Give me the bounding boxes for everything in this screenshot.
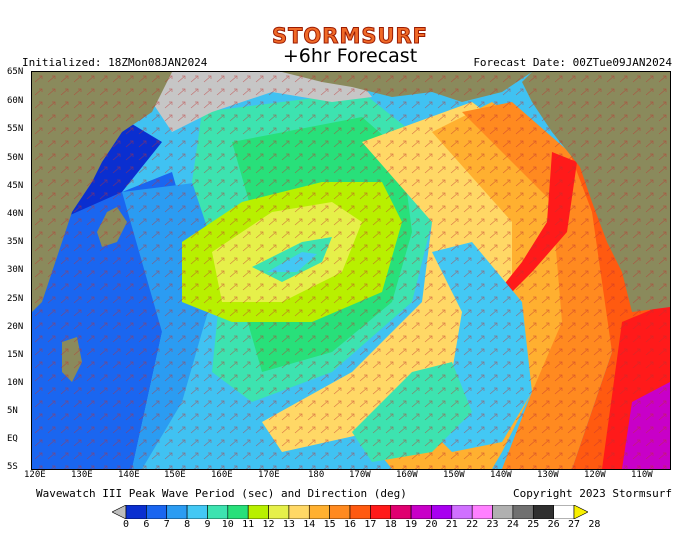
legend-swatch <box>288 505 310 519</box>
legend-tick-label: 28 <box>588 519 601 530</box>
legend-tick-label: 12 <box>262 519 275 530</box>
lon-label: 140W <box>490 470 512 480</box>
legend-swatch <box>573 505 588 519</box>
lon-label: 120W <box>584 470 606 480</box>
lon-label: 110W <box>631 470 653 480</box>
legend-tick-label: 13 <box>282 519 295 530</box>
map-frame <box>31 71 671 470</box>
legend-swatch <box>370 505 392 519</box>
legend-swatch <box>390 505 412 519</box>
legend-tick-label: 23 <box>486 519 499 530</box>
lat-label: 10N <box>7 378 24 388</box>
legend-swatch <box>186 505 208 519</box>
legend-swatch <box>553 505 575 519</box>
legend-tick-label: 25 <box>527 519 540 530</box>
legend-swatch <box>308 505 330 519</box>
legend-swatch <box>349 505 371 519</box>
legend-swatch <box>112 505 127 519</box>
lon-label: 150W <box>443 470 465 480</box>
legend-tick-label: 27 <box>567 519 581 530</box>
lat-label: 40N <box>7 209 24 219</box>
lat-label: 45N <box>7 181 24 191</box>
lat-label: 15N <box>7 350 24 360</box>
lat-label: 5S <box>7 462 18 472</box>
legend-tick-label: 24 <box>506 519 519 530</box>
legend-tick-label: 22 <box>466 519 479 530</box>
lat-label: 35N <box>7 237 24 247</box>
legend-swatch <box>431 505 453 519</box>
legend-swatch <box>207 505 229 519</box>
direction-arrows <box>32 72 670 469</box>
lat-label: 30N <box>7 265 24 275</box>
legend-tick-label: 16 <box>343 519 357 530</box>
legend-swatch <box>247 505 269 519</box>
legend-tick-label: 10 <box>221 519 234 530</box>
legend-tick-label: 9 <box>204 519 211 530</box>
lon-label: 130W <box>537 470 559 480</box>
forecast-date: Forecast Date: 00ZTue09JAN2024 <box>473 56 672 69</box>
lat-label: 55N <box>7 124 24 134</box>
lon-label: 140E <box>118 470 140 480</box>
legend-tick-label: 11 <box>242 519 255 530</box>
map-caption: Wavewatch III Peak Wave Period (sec) and… <box>36 487 407 500</box>
legend-tick-label: 19 <box>405 519 418 530</box>
lon-label: 170W <box>349 470 371 480</box>
lat-label: 65N <box>7 67 24 77</box>
legend-swatch <box>451 505 473 519</box>
legend-swatch <box>512 505 534 519</box>
legend-swatch <box>329 505 351 519</box>
legend-swatch <box>492 505 514 519</box>
legend-tick-label: 17 <box>364 519 377 530</box>
legend-tick-label: 0 <box>122 519 130 530</box>
lon-label: 160W <box>396 470 418 480</box>
color-legend-bar <box>112 505 588 519</box>
legend-swatch <box>471 505 493 519</box>
legend-tick-label: 21 <box>445 519 458 530</box>
legend-tick-label: 8 <box>184 519 191 530</box>
copyright: Copyright 2023 Stormsurf <box>513 487 672 500</box>
legend-swatch <box>410 505 432 519</box>
legend-tick-label: 20 <box>425 519 438 530</box>
forecast-title: +6hr Forecast <box>282 45 418 67</box>
legend-tick-label: 14 <box>303 519 316 530</box>
legend-swatch <box>166 505 188 519</box>
legend-swatch <box>532 505 554 519</box>
lon-label: 120E <box>24 470 46 480</box>
stormsurf-logo: STORMSURF <box>271 24 429 49</box>
lat-label: 60N <box>7 96 24 106</box>
lat-label: EQ <box>7 434 18 444</box>
initialized-time: Initialized: 18ZMon08JAN2024 <box>22 56 208 69</box>
legend-tick-label: 7 <box>163 519 170 530</box>
lon-label: 180 <box>308 470 325 480</box>
lat-label: 25N <box>7 294 24 304</box>
lat-label: 5N <box>7 406 18 416</box>
legend-tick-label: 15 <box>323 519 336 530</box>
legend-tick-label: 26 <box>547 519 560 530</box>
legend-swatch <box>125 505 147 519</box>
lon-label: 170E <box>258 470 280 480</box>
lat-label: 50N <box>7 153 24 163</box>
color-legend-ticks: 0 6 7 8 9 10 11 12 13 14 15 16 17 18 19 20 21 22 23 24 25 26 2… <box>112 519 600 531</box>
legend-swatch <box>146 505 168 519</box>
lon-label: 130E <box>71 470 93 480</box>
legend-swatch <box>268 505 290 519</box>
legend-tick-label: 18 <box>384 519 397 530</box>
lon-label: 160E <box>211 470 233 480</box>
legend-tick-label: 6 <box>143 519 150 530</box>
wave-period-map <box>32 72 670 469</box>
lat-label: 20N <box>7 322 24 332</box>
legend-swatch <box>227 505 249 519</box>
lon-label: 150E <box>164 470 186 480</box>
